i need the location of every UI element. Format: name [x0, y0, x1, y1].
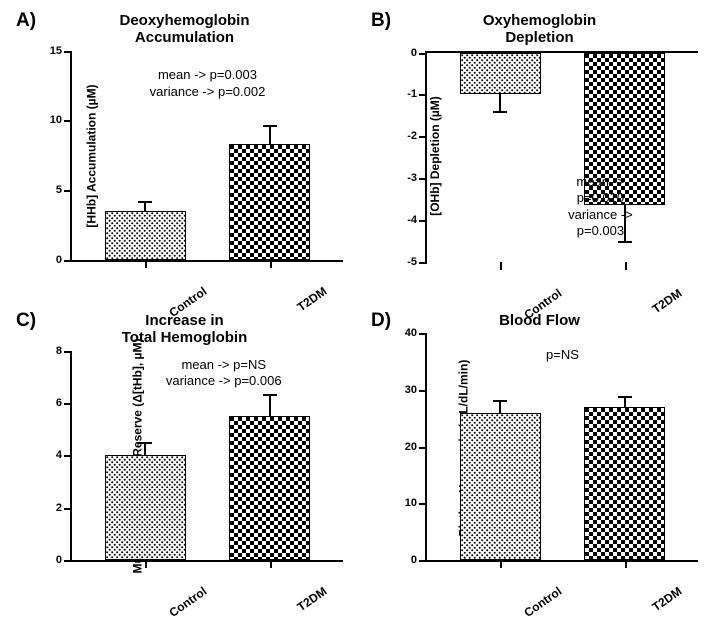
y-tick	[64, 560, 72, 562]
panel-C: C)Increase in Total Hemoglobin Muscle Hem…	[10, 310, 359, 604]
error-cap	[263, 125, 277, 127]
y-tick-label: -3	[393, 172, 417, 184]
stats-annotation: mean -> p=0.003 variance -> p=0.002	[150, 67, 266, 100]
error-bar	[269, 394, 271, 416]
x-tick	[270, 560, 272, 568]
x-tick-label: T2DM	[650, 584, 685, 614]
panel-D: D)Blood Flow Plethy- Hyperemic (mL/dL/min…	[365, 310, 714, 604]
y-tick	[64, 120, 72, 122]
panel-letter: B)	[371, 10, 391, 32]
panel-title: Blood Flow	[365, 312, 714, 329]
y-tick	[64, 508, 72, 510]
y-tick	[64, 455, 72, 457]
error-cap	[493, 400, 507, 402]
x-tick	[625, 262, 627, 270]
y-tick-label: 30	[393, 384, 417, 396]
panel-letter: A)	[16, 10, 36, 32]
plot: -5-4-3-2-10ControlT2DMmean -> p=0.010 va…	[425, 51, 698, 263]
y-tick	[419, 53, 427, 55]
y-tick	[64, 403, 72, 405]
x-tick-label: T2DM	[295, 584, 330, 614]
panel-title: Oxyhemoglobin Depletion	[365, 12, 714, 47]
x-tick	[270, 260, 272, 268]
y-tick-label: 4	[38, 449, 62, 461]
stats-annotation: mean -> p=0.010 variance -> p=0.003	[552, 174, 650, 239]
y-tick-label: -1	[393, 88, 417, 100]
panel-title: Increase in Total Hemoglobin	[10, 312, 359, 347]
y-tick-label: -4	[393, 214, 417, 226]
error-cap	[138, 442, 152, 444]
plot: 010203040ControlT2DMp=NS	[425, 333, 698, 562]
x-tick	[500, 560, 502, 568]
error-cap	[618, 396, 632, 398]
y-tick-label: 20	[393, 441, 417, 453]
y-tick-label: 2	[38, 502, 62, 514]
error-cap	[493, 111, 507, 113]
bar-control	[460, 413, 541, 560]
y-tick	[64, 351, 72, 353]
y-tick	[64, 190, 72, 192]
y-tick	[419, 94, 427, 96]
x-tick	[500, 262, 502, 270]
y-tick	[419, 390, 427, 392]
bar-control	[460, 53, 541, 95]
chart-area: Muscle Hemoglobin Reserve (Δ[tHb], µM)02…	[70, 351, 343, 563]
y-tick-label: 0	[393, 47, 417, 59]
y-tick-label: 8	[38, 345, 62, 357]
y-tick	[419, 560, 427, 562]
panel-A: A)Deoxyhemoglobin Accumulation [HHb] Accu…	[10, 10, 359, 304]
y-tick-label: 5	[38, 184, 62, 196]
y-tick	[419, 333, 427, 335]
bar-t2dm	[229, 144, 310, 260]
panel-letter: D)	[371, 310, 391, 332]
y-tick	[419, 447, 427, 449]
y-tick-label: 15	[38, 45, 62, 57]
error-bar	[269, 125, 271, 145]
bar-control	[105, 455, 186, 560]
panel-B: B)Oxyhemoglobin Depletion [OHb] Depletion…	[365, 10, 714, 304]
bar-t2dm	[229, 416, 310, 560]
stats-annotation: p=NS	[546, 347, 579, 363]
y-tick	[419, 136, 427, 138]
x-tick-label: Control	[167, 584, 210, 620]
x-tick	[145, 560, 147, 568]
y-tick-label: 10	[38, 114, 62, 126]
error-bar	[499, 94, 501, 111]
y-tick	[419, 220, 427, 222]
stats-annotation: mean -> p=NS variance -> p=0.006	[166, 357, 282, 390]
y-tick-label: 10	[393, 497, 417, 509]
y-tick	[419, 178, 427, 180]
plot: 02468ControlT2DMmean -> p=NS variance ->…	[70, 351, 343, 563]
x-tick	[625, 560, 627, 568]
y-tick-label: 6	[38, 397, 62, 409]
y-tick	[419, 262, 427, 264]
bar-control	[105, 211, 186, 260]
y-tick-label: 40	[393, 327, 417, 339]
panel-title: Deoxyhemoglobin Accumulation	[10, 12, 359, 47]
error-cap	[618, 241, 632, 243]
y-tick-label: 0	[38, 254, 62, 266]
y-tick-label: -2	[393, 130, 417, 142]
bar-t2dm	[584, 407, 665, 560]
y-tick	[419, 503, 427, 505]
plot: 051015ControlT2DMmean -> p=0.003 varianc…	[70, 51, 343, 263]
chart-area: [HHb] Accumulation (µM)051015ControlT2DM…	[70, 51, 343, 263]
y-tick-label: 0	[38, 554, 62, 566]
error-cap	[263, 394, 277, 396]
y-tick	[64, 260, 72, 262]
y-tick-label: 0	[393, 554, 417, 566]
chart-area: Plethy- Hyperemic (mL/dL/min)010203040Co…	[425, 333, 698, 562]
y-tick	[64, 51, 72, 53]
x-tick-label: Control	[522, 584, 565, 620]
x-tick	[145, 260, 147, 268]
error-cap	[138, 201, 152, 203]
y-tick-label: -5	[393, 256, 417, 268]
panel-letter: C)	[16, 310, 36, 332]
chart-area: [OHb] Depletion (µM)-5-4-3-2-10ControlT2…	[425, 51, 698, 263]
